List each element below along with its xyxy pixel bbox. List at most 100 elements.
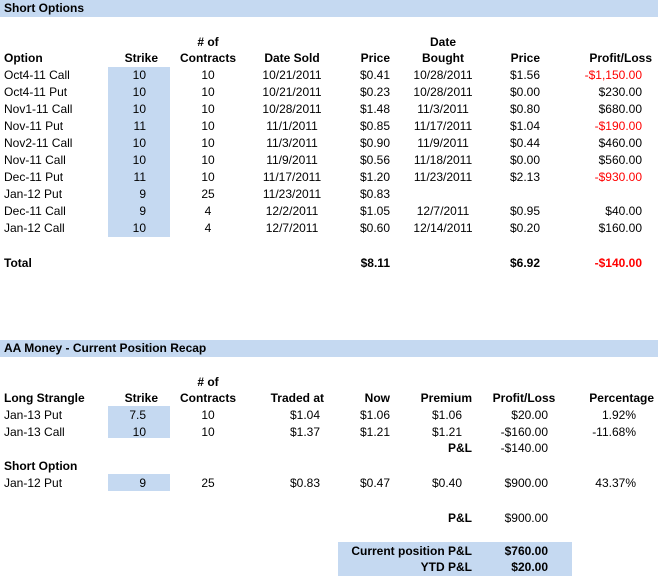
row-date-sold: 11/9/2011 (266, 153, 318, 167)
recap-header-contracts-line2: Contracts (179, 391, 236, 405)
row-contracts: 10 (201, 68, 215, 82)
short-pl-value: $900.00 (504, 511, 548, 525)
row-strike: 10 (132, 68, 146, 82)
row-date-bought: 11/9/2011 (417, 136, 469, 150)
row-price-sold: $0.41 (359, 68, 390, 82)
current-position-label: Current position P&L (351, 544, 472, 558)
row-profit-loss: -$930.00 (594, 170, 642, 184)
row-price-bought: $1.56 (509, 68, 540, 82)
row-date-sold: 12/2/2011 (265, 204, 319, 218)
row-strike: 10 (132, 85, 146, 99)
header-date-sold: Date Sold (264, 51, 320, 65)
row-price-bought: $0.00 (509, 153, 540, 167)
row-date-bought: 10/28/2011 (413, 85, 473, 99)
row-contracts: 10 (201, 153, 215, 167)
row-date-sold: 11/3/2011 (266, 136, 318, 150)
row-strike: 10 (132, 136, 146, 150)
row-contracts: 4 (204, 221, 212, 235)
short-option-label: Short Option (4, 459, 78, 473)
row-contracts: 10 (201, 85, 215, 99)
recap-percentage: 43.37% (595, 476, 636, 490)
recap-premium: $0.40 (431, 476, 462, 490)
row-date-bought: 11/23/2011 (413, 170, 473, 184)
row-option: Nov1-11 Call (4, 102, 73, 116)
recap-strike: 7.5 (129, 408, 146, 422)
current-position-value: $760.00 (504, 544, 548, 558)
row-date-sold: 11/1/2011 (266, 119, 318, 133)
row-profit-loss: $160.00 (598, 221, 642, 235)
recap-strike: 10 (132, 425, 146, 439)
row-date-sold: 10/21/2011 (262, 68, 322, 82)
ytd-value: $20.00 (511, 560, 548, 574)
row-contracts: 10 (201, 119, 215, 133)
row-price-bought: $1.04 (509, 119, 540, 133)
row-profit-loss: $40.00 (605, 204, 642, 218)
row-price-sold: $0.90 (359, 136, 390, 150)
row-price-bought: $0.44 (509, 136, 540, 150)
recap-traded-at: $1.04 (289, 408, 320, 422)
recap-strike-highlight (108, 406, 170, 438)
header-strike: Strike (124, 51, 158, 65)
row-contracts: 10 (201, 136, 215, 150)
row-price-bought: $0.80 (509, 102, 540, 116)
recap-option: Jan-13 Put (4, 408, 63, 422)
header-option: Option (4, 51, 43, 65)
row-price-sold: $0.83 (359, 187, 390, 201)
long-pl-value: -$140.00 (500, 441, 548, 455)
row-profit-loss: $230.00 (598, 85, 642, 99)
header-contracts-line2: Contracts (179, 51, 236, 65)
row-date-bought: 11/18/2011 (413, 153, 473, 167)
summary-highlight (338, 542, 572, 576)
recap-contracts: 10 (201, 425, 215, 439)
row-option: Nov-11 Put (4, 119, 64, 133)
row-date-bought: 11/17/2011 (413, 119, 473, 133)
recap-percentage: -11.68% (592, 425, 636, 439)
row-price-bought: $0.00 (509, 85, 540, 99)
total-price-sold: $8.11 (360, 256, 390, 270)
row-price-sold: $1.48 (359, 102, 390, 116)
row-profit-loss: -$1,150.00 (584, 68, 642, 82)
short-strike-highlight (108, 474, 170, 491)
row-strike: 10 (132, 221, 146, 235)
row-strike: 11 (133, 170, 146, 184)
row-strike: 11 (133, 119, 146, 133)
total-profit-loss: -$140.00 (594, 256, 642, 270)
total-label: Total (4, 256, 32, 270)
recap-percentage: 1.92% (601, 408, 636, 422)
row-date-bought: 10/28/2011 (413, 68, 473, 82)
row-profit-loss: $560.00 (598, 153, 642, 167)
row-option: Oct4-11 Put (4, 85, 68, 99)
row-profit-loss: $460.00 (598, 136, 642, 150)
row-option: Jan-12 Call (4, 221, 65, 235)
header-percentage: Percentage (589, 391, 654, 405)
row-profit-loss (550, 187, 642, 201)
recap-contracts: 10 (201, 408, 215, 422)
header-date-bought-line1: Date (429, 35, 456, 49)
recap-premium: $1.06 (431, 408, 462, 422)
row-price-sold: $1.20 (359, 170, 390, 184)
recap-contracts: 25 (201, 476, 215, 490)
row-strike: 9 (139, 187, 146, 201)
total-price-bought: $6.92 (509, 256, 540, 270)
recap-option: Jan-12 Put (4, 476, 63, 490)
header-date-bought-line2: Bought (422, 51, 464, 65)
recap-premium: $1.21 (431, 425, 462, 439)
header-long-strangle: Long Strangle (4, 391, 85, 405)
header-contracts-line1: # of (197, 35, 219, 49)
ytd-label: YTD P&L (420, 560, 472, 574)
row-date-sold: 11/17/2011 (262, 170, 322, 184)
strike-column-highlight (108, 67, 170, 237)
row-date-bought (400, 187, 486, 201)
row-contracts: 10 (201, 102, 215, 116)
row-option: Nov2-11 Call (4, 136, 73, 150)
row-contracts: 25 (201, 187, 215, 201)
row-profit-loss: $680.00 (598, 102, 642, 116)
row-date-sold: 10/28/2011 (262, 102, 322, 116)
recap-profit-loss: -$160.00 (500, 425, 548, 439)
row-option: Dec-11 Put (4, 170, 64, 184)
row-contracts: 4 (204, 204, 212, 218)
recap-traded-at: $0.83 (289, 476, 320, 490)
row-strike: 10 (132, 102, 146, 116)
recap-now: $1.06 (359, 408, 390, 422)
recap-option: Jan-13 Call (4, 425, 65, 439)
